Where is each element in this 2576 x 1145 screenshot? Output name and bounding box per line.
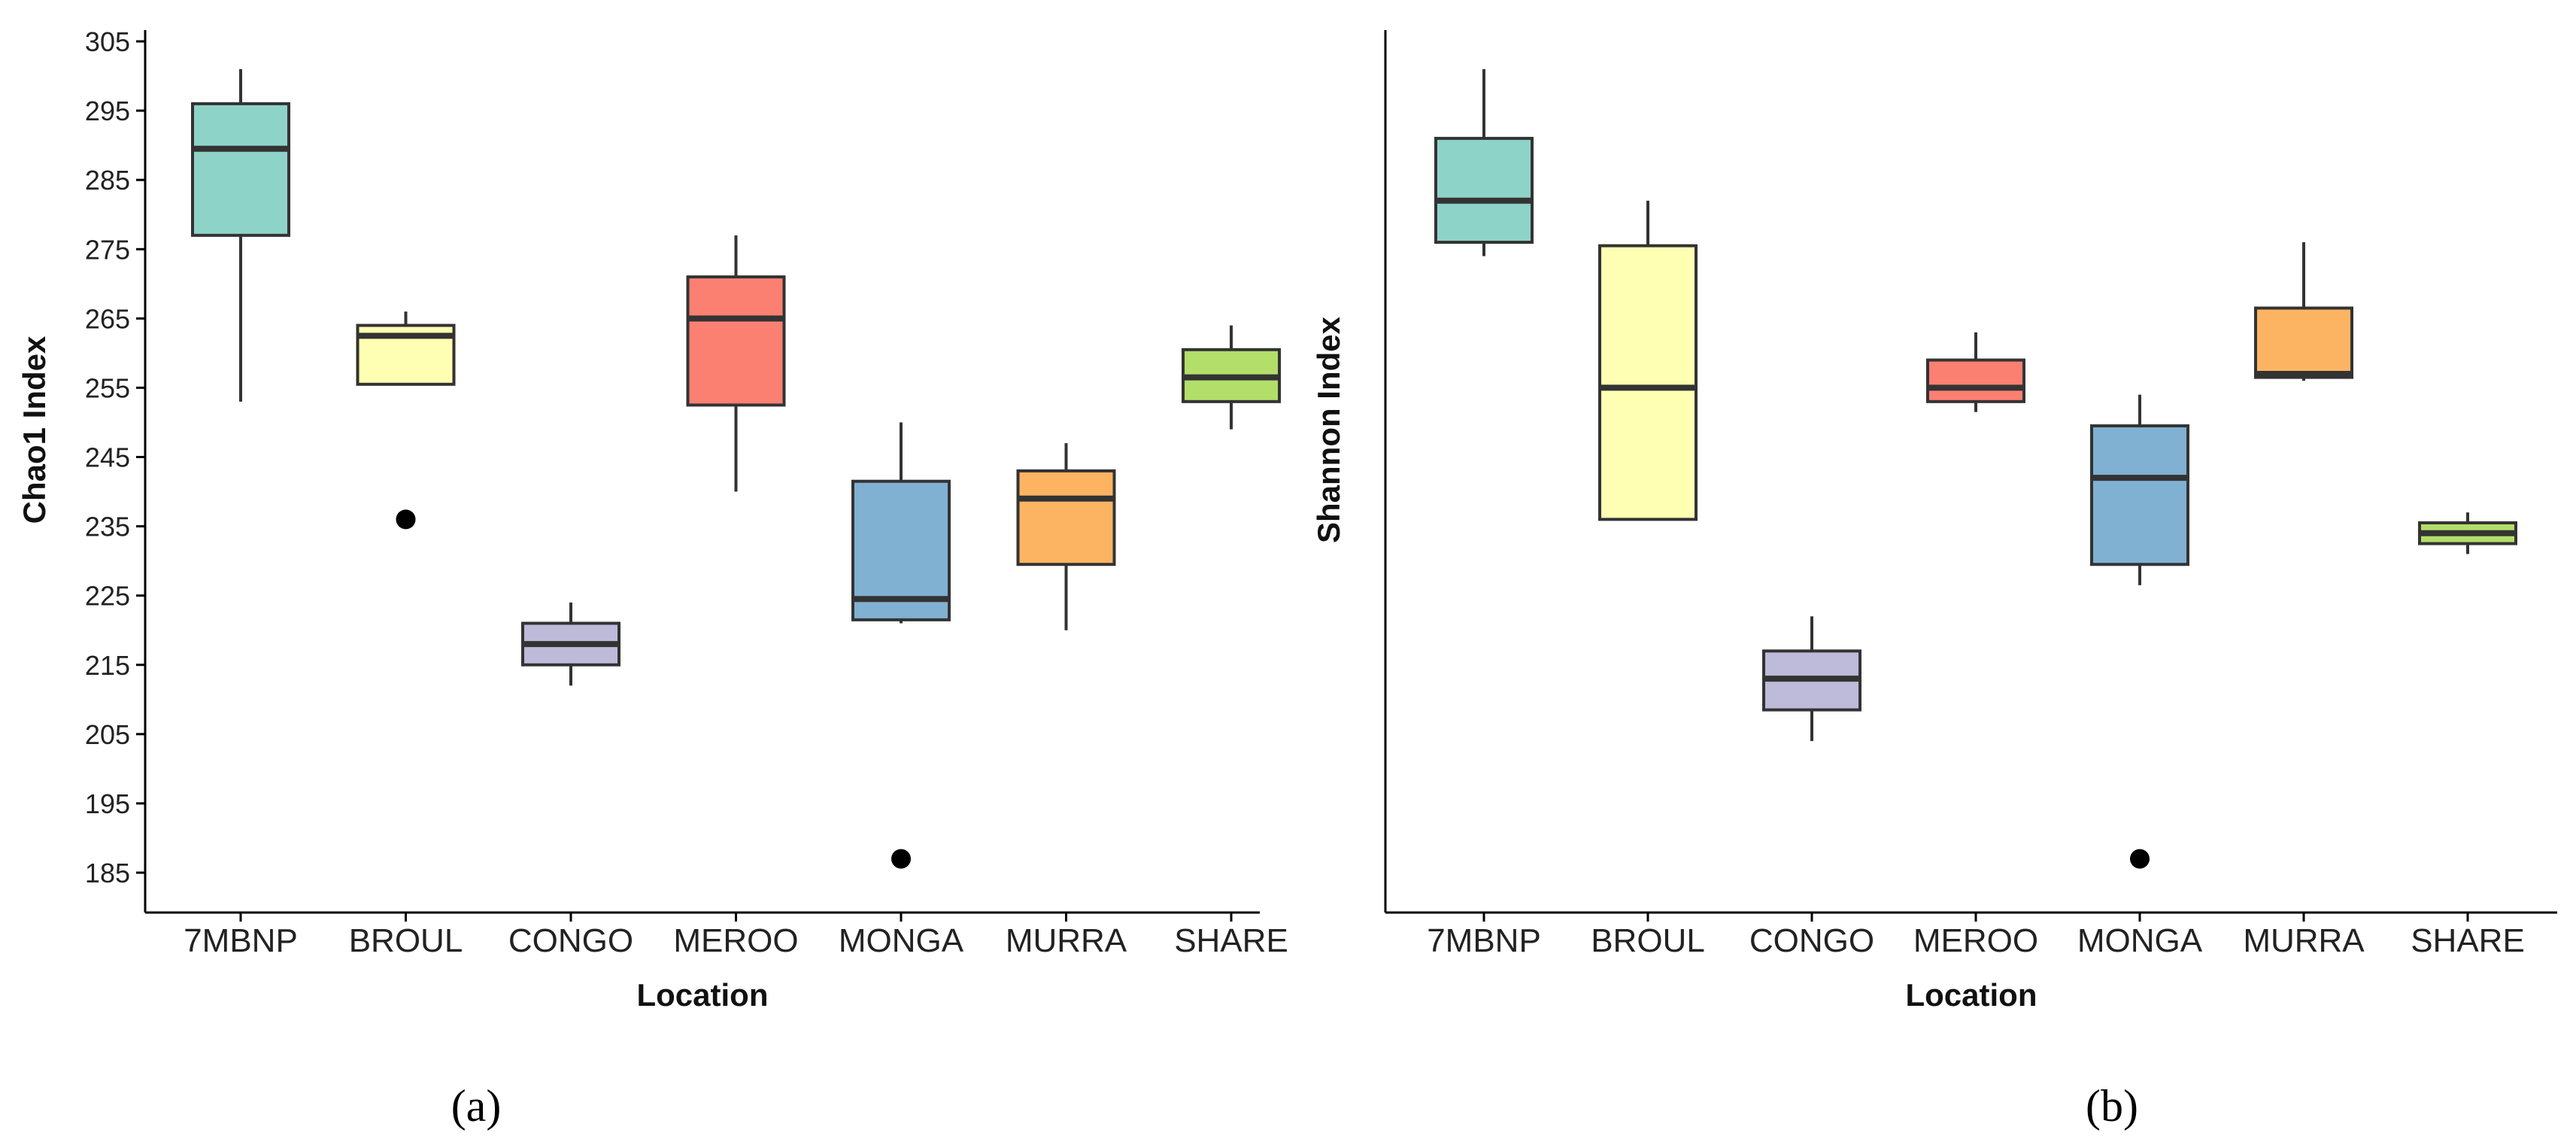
x-category-label: 7MBNP: [1427, 922, 1541, 959]
x-category-label: MURRA: [1006, 922, 1127, 959]
x-category-label: MONGA: [839, 922, 964, 959]
x-category-label: CONGO: [508, 922, 633, 959]
y-tick-label: 185: [85, 858, 130, 888]
box-monga: [2090, 424, 2189, 566]
box-broul: [1598, 244, 1698, 521]
x-axis-title: Location: [637, 977, 769, 1013]
y-tick-label: 285: [85, 165, 130, 196]
x-category-label: MEROO: [673, 922, 798, 959]
outlier-point: [396, 509, 416, 530]
y-axis-title: Chao1 Index: [17, 336, 52, 524]
y-tick-label: 255: [85, 372, 130, 403]
x-category-label: CONGO: [1749, 922, 1874, 959]
y-tick-label: 275: [85, 234, 130, 265]
box-murra: [2254, 306, 2353, 379]
y-tick-label: 215: [85, 650, 130, 681]
chart-panel-b: 7MBNP BROUL CONGO MEROO MONGA MURRA SHARE Locat…: [1311, 30, 2557, 1131]
y-tick-label: 205: [85, 719, 130, 750]
box-7mbnp: [1434, 136, 1534, 244]
outlier-point: [2130, 849, 2150, 869]
x-axis-title: Location: [1906, 977, 2037, 1013]
x-category-label: MEROO: [1913, 922, 2038, 959]
panel-label: (a): [451, 1081, 502, 1131]
box-meroo: [686, 275, 786, 407]
y-axis-title: Shannon Index: [1311, 316, 1346, 543]
x-category-label: BROUL: [1591, 922, 1705, 959]
y-tick-label: 245: [85, 442, 130, 473]
y-tick-label: 295: [85, 96, 130, 126]
x-category-label: MONGA: [2077, 922, 2203, 959]
y-tick-label: 225: [85, 581, 130, 612]
chart-panel-a: 185 195 205 215 225 235 245 255 265 275 285 295 305 7…: [17, 26, 1288, 1131]
x-category-label: MURRA: [2243, 922, 2365, 959]
y-tick-label: 265: [85, 303, 130, 334]
x-category-label: BROUL: [349, 922, 463, 959]
box-murra: [1016, 469, 1116, 566]
outlier-point: [891, 849, 911, 869]
x-category-label: SHARE: [1174, 922, 1288, 959]
box-7mbnp: [191, 102, 290, 237]
y-tick-label: 195: [85, 788, 130, 819]
panel-label: (b): [2086, 1081, 2138, 1131]
y-tick-label: 305: [85, 26, 130, 57]
y-tick-label: 235: [85, 512, 130, 542]
x-category-label: SHARE: [2411, 922, 2525, 959]
x-category-label: 7MBNP: [184, 922, 298, 959]
box-meroo: [1926, 358, 2025, 403]
